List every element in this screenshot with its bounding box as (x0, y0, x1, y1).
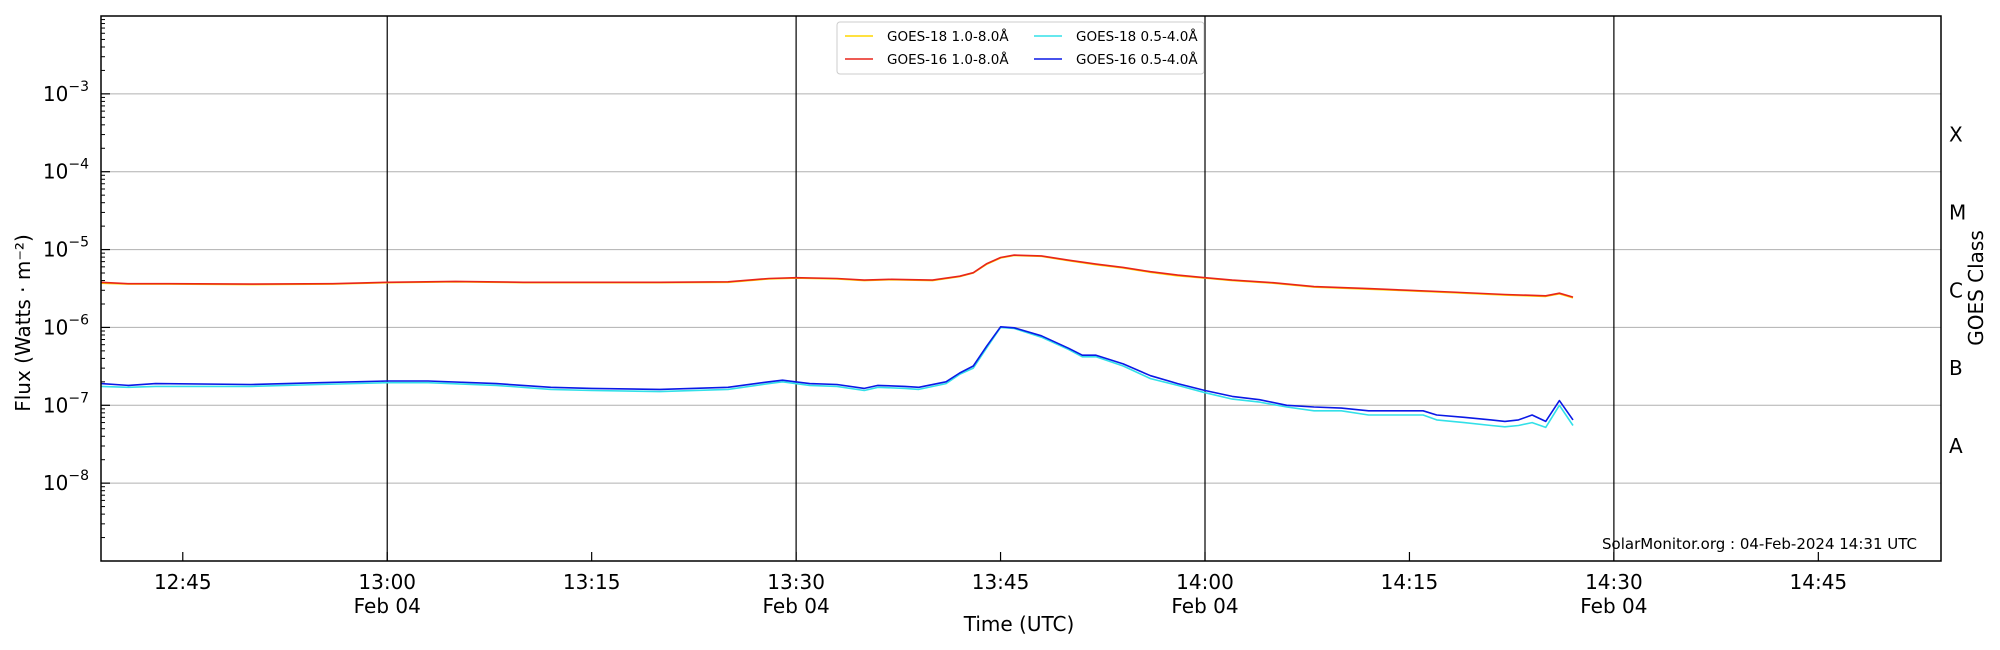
x-tick-label: 14:00 (1176, 570, 1234, 594)
series-line-4 (100, 326, 1574, 423)
series-line-3 (100, 326, 1574, 429)
watermark: SolarMonitor.org : 04-Feb-2024 14:31 UTC (1602, 535, 1917, 553)
goes-class-label-x: X (1949, 123, 1963, 147)
y-tick-label: 10−3 (43, 79, 89, 106)
y-axis-title: Flux (Watts · m⁻²) (11, 234, 35, 412)
x-tick-date-label: Feb 04 (1171, 594, 1238, 618)
x-tick-date-label: Feb 04 (354, 594, 421, 618)
x-tick-label: 13:00 (358, 570, 416, 594)
legend-label-1: GOES-18 1.0-8.0Å (887, 28, 1009, 45)
x-tick-label: 14:45 (1790, 570, 1848, 594)
x-tick-label: 13:45 (972, 570, 1030, 594)
x-tick-date-label: Feb 04 (763, 594, 830, 618)
x-tick-label: 14:15 (1381, 570, 1439, 594)
vertical-markers (386, 16, 1615, 561)
goes-class-label-a: A (1949, 434, 1963, 458)
legend: GOES-18 1.0-8.0Å GOES-16 1.0-8.0Å GOES-18 … (836, 21, 1205, 75)
x-tick-label: 14:30 (1585, 570, 1643, 594)
y-axis-ticks: 10−8 10−7 10−6 10−5 10−4 10−3 (43, 19, 110, 539)
goes-class-axis-title: GOES Class (1964, 230, 1988, 346)
goes-class-labels: A B C M X (1949, 123, 1966, 458)
goes-class-label-m: M (1949, 200, 1966, 224)
x-tick-label: 13:30 (767, 570, 825, 594)
y-tick-label: 10−8 (43, 468, 89, 495)
legend-label-4: GOES-16 0.5-4.0Å (1076, 51, 1198, 68)
x-axis-title: Time (UTC) (963, 612, 1075, 636)
grid-lines (101, 93, 1941, 484)
y-tick-label: 10−6 (43, 312, 89, 339)
y-tick-label: 10−5 (43, 235, 89, 262)
x-tick-date-label: Feb 04 (1580, 594, 1647, 618)
x-tick-label: 12:45 (154, 570, 212, 594)
plot-frame (100, 15, 1942, 562)
y-tick-label: 10−4 (43, 157, 89, 184)
legend-box (836, 21, 1205, 75)
legend-label-3: GOES-18 0.5-4.0Å (1076, 28, 1198, 45)
goes-class-label-c: C (1949, 278, 1963, 302)
goes-class-label-b: B (1949, 356, 1963, 380)
series-line-1 (100, 254, 1574, 299)
y-tick-label: 10−7 (43, 390, 89, 417)
series-lines (100, 254, 1574, 429)
series-line-2 (100, 254, 1574, 298)
legend-label-2: GOES-16 1.0-8.0Å (887, 51, 1009, 68)
x-tick-label: 13:15 (563, 570, 621, 594)
